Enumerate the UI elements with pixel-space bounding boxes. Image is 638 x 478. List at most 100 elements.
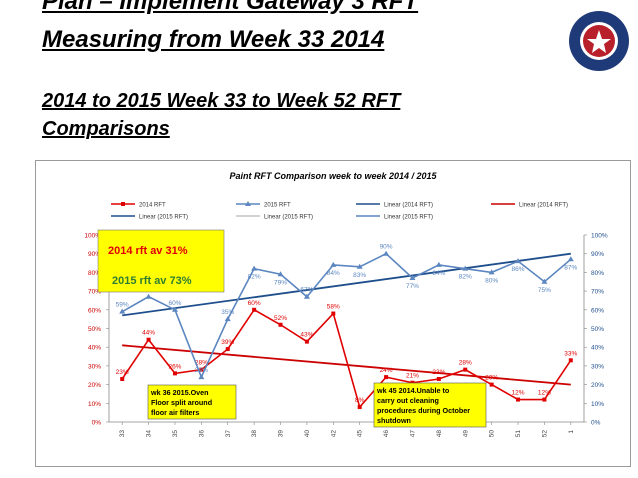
x-tick-label: 45 bbox=[357, 430, 364, 438]
data-label: 28% bbox=[195, 360, 208, 367]
y-tick-label-left: 80% bbox=[88, 270, 101, 277]
data-label: 23% bbox=[116, 369, 129, 376]
note-wk45-text: wk 45 2014.Unable to bbox=[376, 386, 450, 395]
data-point bbox=[357, 405, 362, 410]
y-tick-label-right: 10% bbox=[591, 401, 604, 408]
data-point bbox=[436, 376, 441, 381]
y-tick-label-left: 90% bbox=[88, 251, 101, 258]
data-point bbox=[146, 337, 151, 342]
x-tick-label: 38 bbox=[251, 430, 258, 438]
data-label: 59% bbox=[116, 302, 129, 309]
data-label: 35% bbox=[221, 309, 234, 316]
average-2015-label: 2015 rft av 73% bbox=[112, 275, 192, 287]
data-label: 28% bbox=[459, 360, 472, 367]
data-label: 44% bbox=[142, 330, 155, 337]
data-point bbox=[278, 322, 283, 327]
y-tick-label-left: 40% bbox=[88, 345, 101, 352]
legend-label: 2015 RFT bbox=[264, 203, 291, 209]
trendline bbox=[122, 344, 571, 386]
note-wk36-box bbox=[147, 384, 237, 420]
company-logo bbox=[569, 11, 629, 71]
data-point bbox=[251, 265, 258, 271]
data-label: 82% bbox=[248, 274, 261, 281]
legend-label: 2014 RFT bbox=[139, 203, 166, 209]
data-point bbox=[224, 316, 231, 322]
data-label: 60% bbox=[248, 300, 261, 307]
data-label: 86% bbox=[512, 266, 525, 273]
data-label: 52% bbox=[274, 315, 287, 322]
data-point bbox=[488, 269, 495, 275]
legend-label: Linear (2014 RFT) bbox=[519, 203, 568, 209]
rft-line-chart: Paint RFT Comparison week to week 2014 /… bbox=[84, 171, 608, 438]
x-tick-label: 35 bbox=[172, 430, 179, 438]
data-label: 60% bbox=[168, 300, 181, 307]
slide-title-line-2: Measuring from Week 33 2014 bbox=[42, 26, 385, 53]
data-point bbox=[171, 306, 178, 312]
x-tick-label: 1 bbox=[568, 430, 575, 434]
y-tick-label-right: 40% bbox=[591, 345, 604, 352]
note-wk36-text: Floor split around bbox=[151, 398, 212, 407]
data-point bbox=[435, 261, 442, 267]
chart-title: Paint RFT Comparison week to week 2014 /… bbox=[229, 171, 437, 181]
legend-label: Linear (2015 RFT) bbox=[264, 215, 313, 221]
slide-subtitle: 2014 to 2015 Week 33 to Week 52 RFT bbox=[42, 90, 401, 112]
slide-title: Plan – Implement Gateway 3 RFT bbox=[42, 0, 419, 15]
data-label: 77% bbox=[406, 283, 419, 290]
x-tick-label: 47 bbox=[409, 430, 416, 438]
data-label: 75% bbox=[538, 287, 551, 294]
y-tick-label-left: 20% bbox=[88, 382, 101, 389]
note-wk36-text: floor air filters bbox=[151, 408, 199, 417]
data-point bbox=[330, 261, 337, 267]
data-point bbox=[277, 271, 284, 277]
data-point bbox=[489, 382, 494, 387]
data-point bbox=[356, 263, 363, 269]
data-label: 39% bbox=[221, 339, 234, 346]
slide-subtitle-line-2: Comparisons bbox=[42, 118, 170, 140]
note-wk45-text: procedures during October bbox=[377, 406, 470, 415]
data-label: 67% bbox=[300, 287, 313, 294]
x-tick-label: 50 bbox=[489, 430, 496, 438]
average-2014-label: 2014 rft av 31% bbox=[108, 245, 188, 257]
legend-marker bbox=[245, 201, 251, 206]
x-tick-label: 39 bbox=[278, 430, 285, 438]
chart-panel: Paint RFT Comparison week to week 2014 /… bbox=[35, 160, 631, 467]
data-point bbox=[199, 367, 204, 372]
data-label: 58% bbox=[327, 304, 340, 311]
y-tick-label-right: 70% bbox=[591, 289, 604, 296]
data-point bbox=[384, 375, 389, 380]
y-tick-label-left: 60% bbox=[88, 307, 101, 314]
data-point bbox=[542, 397, 547, 402]
data-point bbox=[567, 256, 574, 262]
y-tick-label-right: 30% bbox=[591, 363, 604, 370]
note-wk45-box bbox=[373, 382, 487, 428]
data-label: 79% bbox=[274, 279, 287, 286]
x-tick-label: 52 bbox=[541, 430, 548, 438]
y-tick-label-right: 20% bbox=[591, 382, 604, 389]
data-point bbox=[568, 358, 573, 363]
legend-label: Linear (2015 RFT) bbox=[139, 215, 188, 221]
y-tick-label-right: 90% bbox=[591, 251, 604, 258]
data-point bbox=[252, 307, 257, 312]
data-label: 20% bbox=[485, 375, 498, 382]
data-point bbox=[145, 293, 152, 299]
data-point bbox=[516, 397, 521, 402]
logo-star-icon bbox=[587, 30, 611, 53]
x-tick-label: 36 bbox=[198, 430, 205, 438]
data-point bbox=[303, 293, 310, 299]
averages-box bbox=[97, 229, 225, 293]
data-label: 84% bbox=[432, 270, 445, 277]
y-tick-label-right: 100% bbox=[591, 233, 608, 240]
x-tick-label: 46 bbox=[383, 430, 390, 438]
data-label: 21% bbox=[406, 373, 419, 380]
data-label: 12% bbox=[538, 390, 551, 397]
y-tick-label-right: 80% bbox=[591, 270, 604, 277]
data-label: 33% bbox=[564, 350, 577, 357]
data-label: 43% bbox=[300, 332, 313, 339]
series-line bbox=[121, 252, 572, 380]
x-tick-label: 37 bbox=[225, 430, 232, 438]
note-wk45-text: carry out cleaning bbox=[377, 396, 439, 405]
data-point bbox=[383, 250, 390, 256]
data-label: 82% bbox=[459, 274, 472, 281]
data-label: 84% bbox=[327, 270, 340, 277]
data-label: 8% bbox=[355, 397, 365, 404]
